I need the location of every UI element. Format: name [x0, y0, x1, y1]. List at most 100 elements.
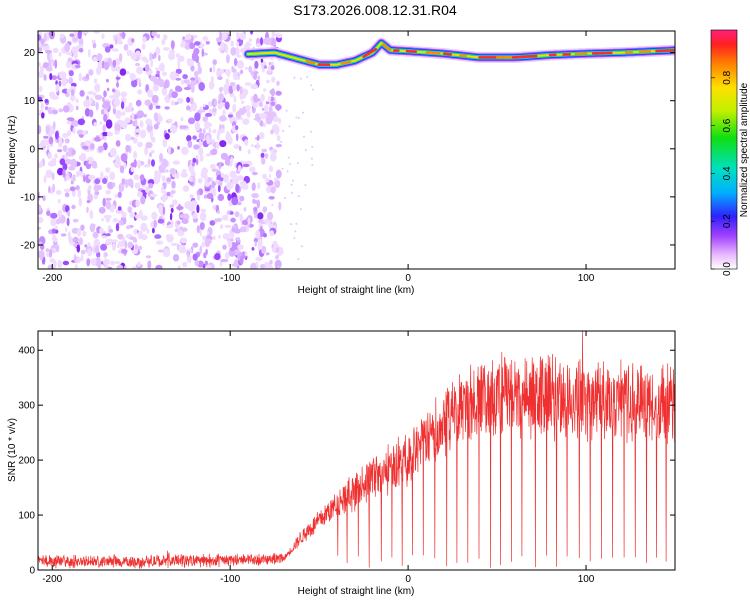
noise-blob	[124, 133, 132, 142]
noise-blob	[186, 135, 192, 142]
noise-blob	[60, 233, 67, 237]
noise-blob	[71, 46, 76, 54]
noise-blob	[57, 209, 63, 218]
noise-blob	[248, 223, 254, 228]
noise-dot	[285, 109, 288, 112]
noise-blob	[38, 40, 42, 45]
ridge-hotspot	[442, 52, 453, 56]
noise-blob	[70, 94, 76, 102]
noise-blob	[267, 95, 272, 102]
noise-blob	[244, 139, 249, 146]
noise-blob	[186, 251, 190, 258]
noise-blob	[153, 112, 159, 122]
noise-blob	[225, 69, 231, 76]
noise-blob	[115, 109, 122, 120]
noise-blob	[48, 136, 54, 145]
noise-blob	[266, 211, 274, 221]
noise-blob	[116, 210, 123, 215]
noise-blob	[89, 143, 95, 150]
noise-blob	[59, 33, 65, 39]
noise-blob	[49, 248, 53, 258]
noise-blob	[38, 143, 43, 150]
noise-blob	[257, 75, 260, 82]
noise-blob	[152, 227, 155, 234]
noise-blob	[120, 101, 125, 110]
noise-blob	[77, 31, 82, 39]
x-tick-label: 100	[578, 574, 595, 585]
noise-blob	[137, 78, 142, 83]
noise-blob	[250, 262, 257, 269]
noise-blob	[253, 72, 258, 80]
noise-blob	[71, 204, 76, 210]
noise-blob	[77, 188, 82, 198]
noise-blob	[137, 89, 143, 95]
noise-blob	[208, 127, 212, 135]
noise-dot	[293, 236, 296, 239]
noise-blob	[192, 135, 197, 140]
noise-blob	[244, 66, 248, 70]
noise-blob	[73, 50, 78, 60]
noise-blob	[84, 100, 89, 108]
noise-blob	[65, 205, 70, 213]
noise-blob	[268, 105, 273, 113]
noise-blob	[209, 67, 212, 73]
noise-blob	[104, 109, 107, 115]
noise-blob	[204, 120, 210, 130]
noise-blob	[205, 153, 212, 157]
noise-blob	[223, 88, 228, 96]
noise-blob	[127, 206, 133, 213]
noise-blob	[239, 32, 246, 41]
ridge-hotspot	[362, 47, 378, 59]
noise-blob	[172, 160, 180, 165]
noise-blob	[82, 230, 87, 237]
noise-dot	[304, 184, 307, 187]
noise-blob	[164, 79, 170, 89]
noise-blob	[274, 179, 281, 189]
noise-blob	[91, 223, 96, 228]
noise-blob	[102, 97, 105, 102]
noise-blob	[61, 77, 67, 87]
noise-blob	[257, 182, 261, 190]
noise-blob	[236, 202, 242, 206]
noise-blob	[118, 183, 125, 192]
noise-blob	[99, 227, 104, 234]
noise-blob	[205, 264, 212, 269]
noise-blob	[38, 191, 41, 201]
noise-blob	[233, 177, 238, 182]
noise-blob	[38, 226, 41, 230]
noise-blob	[212, 129, 217, 134]
noise-blob	[265, 252, 270, 256]
noise-blob	[178, 265, 181, 269]
noise-blob	[269, 259, 273, 265]
bottom-x-axis-label: Height of straight line (km)	[298, 586, 415, 597]
noise-blob	[180, 172, 188, 178]
noise-blob	[250, 144, 254, 147]
noise-blob	[136, 110, 145, 119]
top-y-axis: -20 -10 0 10 20	[21, 48, 675, 251]
noise-blob	[230, 47, 237, 56]
noise-blob	[235, 133, 239, 142]
noise-blob	[111, 48, 119, 52]
noise-blob	[62, 155, 65, 158]
noise-blob	[171, 91, 178, 99]
noise-blob	[69, 236, 73, 246]
noise-blob	[102, 124, 106, 133]
noise-blob	[104, 252, 108, 257]
noise-dot	[311, 146, 314, 148]
noise-blob	[187, 140, 193, 148]
noise-blob	[57, 149, 63, 153]
noise-blob	[196, 225, 201, 234]
noise-blob	[68, 70, 74, 77]
noise-blob	[239, 226, 247, 233]
noise-dot	[309, 130, 312, 133]
noise-blob	[133, 238, 138, 243]
noise-blob	[45, 248, 50, 253]
noise-blob	[105, 233, 111, 237]
noise-blob	[190, 102, 198, 112]
noise-blob	[260, 37, 263, 46]
noise-blob	[251, 171, 258, 176]
noise-blob	[220, 31, 228, 41]
noise-blob	[52, 234, 56, 242]
noise-blob	[115, 76, 121, 80]
noise-blob	[220, 41, 225, 51]
